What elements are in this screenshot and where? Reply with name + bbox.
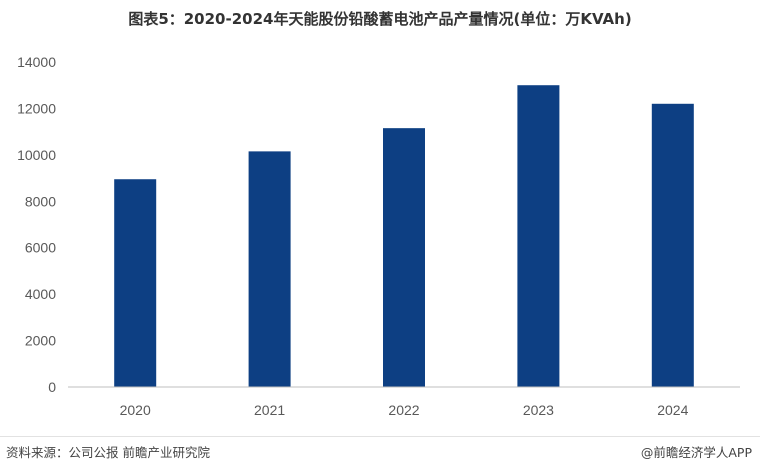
y-tick-label: 14000 <box>17 54 56 70</box>
y-tick-label: 4000 <box>25 286 56 302</box>
bar <box>517 85 560 387</box>
y-tick-label: 12000 <box>17 100 56 116</box>
x-tick-label: 2021 <box>254 402 285 418</box>
x-tick-label: 2024 <box>657 402 688 418</box>
bar <box>651 103 694 388</box>
bar <box>248 151 291 387</box>
x-tick-label: 2023 <box>523 402 554 418</box>
brand-credit: @前瞻经济学人APP <box>640 445 752 460</box>
bar <box>114 179 157 387</box>
source-note: 资料来源：公司公报 前瞻产业研究院 <box>6 445 210 460</box>
x-tick-label: 2020 <box>120 402 151 418</box>
y-tick-label: 8000 <box>25 193 56 209</box>
y-tick-label: 10000 <box>17 147 56 163</box>
bar <box>383 128 425 388</box>
y-tick-label: 2000 <box>25 333 56 349</box>
x-tick-label: 2022 <box>388 402 419 418</box>
y-tick-label: 6000 <box>25 240 56 256</box>
footer-divider <box>0 436 760 437</box>
chart-title: 图表5：2020-2024年天能股份铅酸蓄电池产品产量情况(单位：万KVAh) <box>128 10 632 28</box>
y-tick-label: 0 <box>48 379 56 395</box>
